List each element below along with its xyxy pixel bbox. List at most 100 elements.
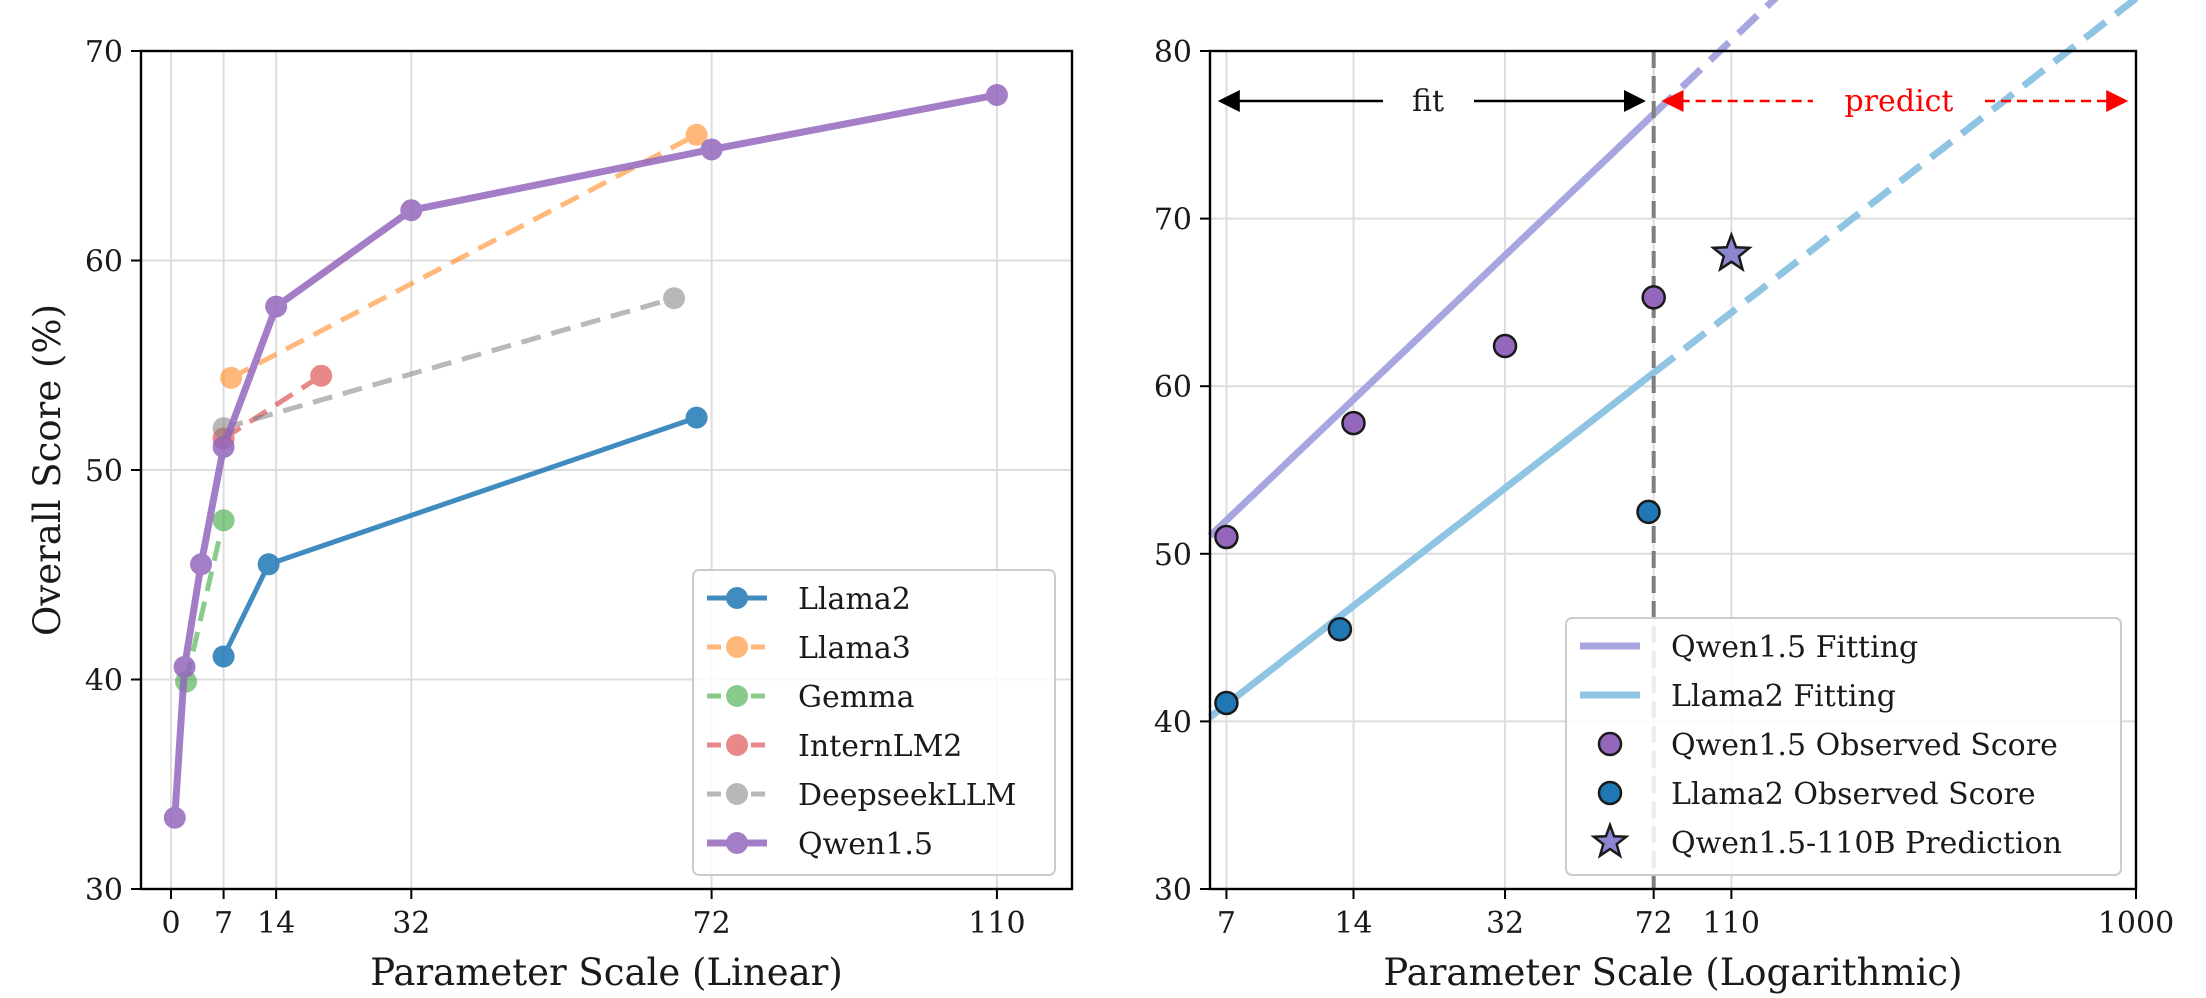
series-line-qwen1-5 (171, 91, 998, 818)
data-point-qwen1-5 (700, 138, 723, 161)
legend-marker (1597, 731, 1623, 757)
x-tick-label: 1000 (2098, 906, 2174, 941)
legend-entry-gemma (707, 685, 767, 707)
y-tick-label: 80 (1154, 35, 1192, 70)
data-point-llama3 (220, 366, 243, 389)
y-tick-label: 40 (85, 664, 123, 699)
legend-label-gemma: Gemma (798, 680, 915, 715)
y-tick-label: 60 (1154, 370, 1192, 405)
x-tick-label: 110 (1703, 906, 1760, 941)
series-llama3 (220, 123, 708, 389)
data-point-gemma (212, 509, 235, 532)
legend-marker-internlm2 (726, 734, 748, 756)
y-tick-label: 50 (1154, 538, 1192, 573)
data-point-qwen1-5 (173, 655, 196, 678)
data-point-qwen1-5 (190, 553, 213, 576)
data-point-qwen1-5 (265, 295, 288, 318)
legend-label-qwen1-5-110b-prediction: Qwen1.5-110B Prediction (1671, 826, 2062, 861)
y-tick-label: 70 (1154, 203, 1192, 238)
x-tick-label: 72 (693, 906, 731, 941)
x-tick-label: 110 (968, 906, 1025, 941)
prediction-star (1709, 231, 1753, 273)
legend-entry-llama2 (707, 587, 767, 609)
y-tick-label: 50 (85, 454, 123, 489)
legend-marker-qwen1-5 (726, 832, 748, 854)
legend-entry-qwen1-5-110b-prediction (1590, 821, 1630, 859)
data-point-qwen1-5 (212, 435, 235, 458)
legend-star (1590, 821, 1630, 859)
data-point-deepseekllm (663, 287, 686, 310)
fit-line-dashed (1651, 0, 2139, 376)
legend-box (1565, 617, 2122, 876)
y-axis-label: Overall Score (%) (26, 304, 69, 636)
series-line-gemma (183, 519, 227, 683)
y-tick-label: 30 (1154, 873, 1192, 908)
legend-marker (1597, 780, 1623, 806)
legend-marker-deepseekllm (726, 783, 748, 805)
observed-point (1492, 333, 1518, 359)
legend: Llama2 Llama3 Gemma InternLM2 DeepseekLLM Qwe… (692, 569, 1056, 876)
y-tick-label: 70 (85, 35, 123, 70)
data-point-qwen1-5 (163, 806, 186, 829)
x-tick-label: 14 (1334, 906, 1372, 941)
legend: Qwen1.5 Fitting Llama2 Fitting Qwen1.5 Obs… (1565, 617, 2122, 876)
series-line-llama3 (229, 132, 698, 381)
legend-label-llama2-fitting: Llama2 Fitting (1671, 679, 1896, 714)
x-tick-label: 32 (392, 906, 430, 941)
x-tick-label: 72 (1635, 906, 1673, 941)
x-tick-label: 7 (1217, 906, 1236, 941)
observed-point (1327, 616, 1353, 642)
observed-point (1341, 410, 1366, 436)
series-line-llama2 (221, 415, 698, 658)
legend-label-llama2-observed-score: Llama2 Observed Score (1671, 777, 2036, 812)
log-scale-chart: fit predict 7 14 32 72 110 1000 30 40 50 60 70 80 Para… (1154, 0, 2174, 994)
fit-line-solid (1207, 111, 1657, 539)
predict-annotation: predict (1845, 84, 1954, 119)
x-tick-label: 14 (257, 906, 295, 941)
observed-point (1214, 690, 1239, 716)
x-tick-label: 7 (214, 906, 233, 941)
data-point-internlm2 (310, 364, 333, 387)
data-point-llama2 (257, 553, 280, 576)
observed-point (1636, 499, 1661, 525)
data-point-qwen1-5 (985, 83, 1008, 106)
legend-marker-gemma (726, 685, 748, 707)
fit-curve-llama2-fitting (1207, 0, 2139, 720)
legend-label-qwen1-5-fitting: Qwen1.5 Fitting (1671, 630, 1918, 665)
legend-entry-llama2-observed-score (1597, 780, 1623, 806)
data-point-llama2 (685, 406, 708, 429)
series-line-internlm2 (222, 373, 323, 441)
y-tick-label: 60 (85, 245, 123, 280)
legend-label-deepseekllm: DeepseekLLM (798, 778, 1016, 813)
fit-curve-qwen1-5-fitting (1207, 0, 1779, 539)
x-axis-label: Parameter Scale (Logarithmic) (1383, 951, 1962, 994)
legend-box (692, 569, 1056, 876)
legend-marker-llama2 (726, 587, 748, 609)
observed-qwen1-5-observed-score (1214, 285, 1666, 550)
x-axis-label: Parameter Scale (Linear) (370, 951, 843, 994)
observed-point (1641, 285, 1666, 310)
legend-entry-llama3 (707, 636, 767, 658)
legend-label-internlm2: InternLM2 (798, 729, 962, 764)
y-tick-label: 40 (1154, 705, 1192, 740)
plot-frame (1208, 49, 2138, 891)
fit-line-solid (1207, 370, 1656, 720)
y-tick-label: 30 (85, 873, 123, 908)
observed-point (1214, 524, 1239, 550)
x-tick-label: 32 (1486, 906, 1524, 941)
linear-scale-chart: 0 7 14 32 72 110 30 40 50 60 70 Parameter Scale (Li… (26, 35, 1074, 994)
legend-label-qwen1-5: Qwen1.5 (798, 827, 933, 862)
data-point-llama3 (685, 123, 708, 146)
legend-label-qwen1-5-observed-score: Qwen1.5 Observed Score (1671, 728, 2058, 763)
legend-entry-qwen1-5-observed-score (1597, 731, 1623, 757)
series-qwen1-5 (163, 83, 1008, 829)
legend-marker-llama3 (726, 636, 748, 658)
legend-entry-internlm2 (707, 734, 767, 756)
x-tick-label: 0 (161, 906, 180, 941)
series-line-deepseekllm (222, 295, 675, 431)
legend-label-llama3: Llama3 (798, 631, 911, 666)
legend-label-llama2: Llama2 (798, 582, 911, 617)
fit-annotation: fit (1412, 84, 1444, 119)
legend-entry-deepseekllm (707, 783, 767, 805)
